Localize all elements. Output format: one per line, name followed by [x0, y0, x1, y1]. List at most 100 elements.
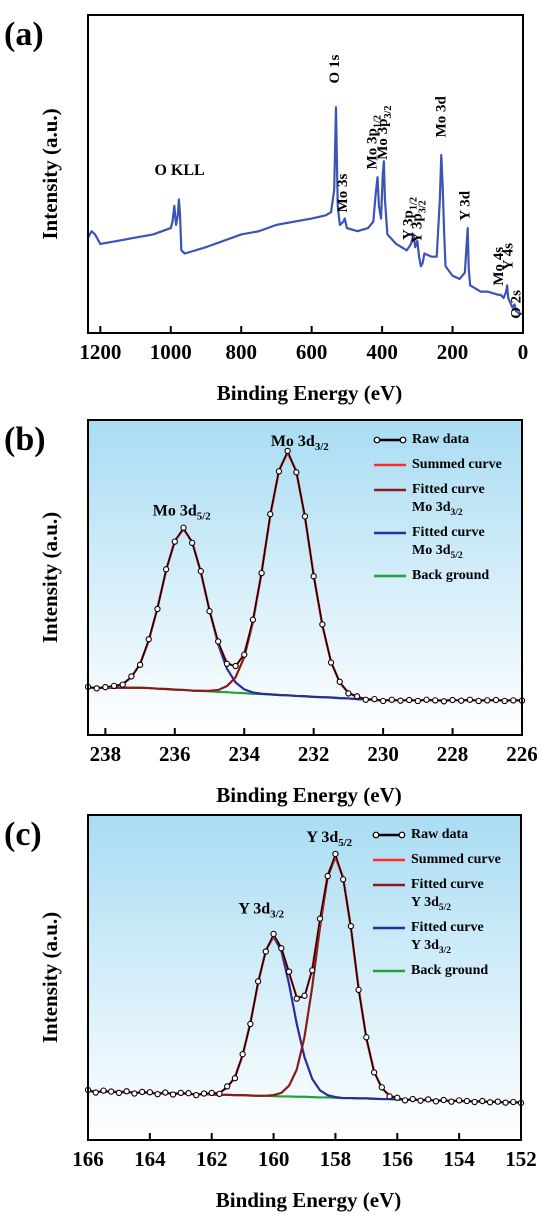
- data-point: [440, 698, 448, 705]
- x-tick-label: 234: [228, 742, 260, 766]
- data-point: [180, 524, 187, 531]
- data-point: [388, 696, 395, 703]
- y-axis-label: Intensity (a.u.): [38, 108, 62, 239]
- legend-label-line2: Y 3d5/2: [411, 895, 451, 913]
- data-point: [510, 697, 517, 704]
- data-point: [249, 616, 257, 623]
- data-point: [386, 1093, 393, 1100]
- legend-label: Raw data: [412, 432, 469, 447]
- annotation-sub: 3/2: [270, 908, 284, 920]
- data-point: [492, 696, 500, 704]
- x-tick-label: 228: [437, 742, 469, 766]
- x-tick-label: 154: [443, 1147, 475, 1171]
- data-point: [154, 605, 161, 613]
- annotation-sub: 1/2: [409, 197, 420, 210]
- data-point: [247, 1020, 254, 1028]
- data-point: [301, 513, 309, 520]
- data-point: [110, 682, 118, 690]
- annotation: Mo 3d: [434, 95, 450, 137]
- data-point: [423, 696, 430, 703]
- data-point: [162, 566, 170, 573]
- annotation-sub: 5/2: [338, 836, 352, 848]
- legend-label-line2-text: Mo 3d: [412, 500, 451, 515]
- data-point: [432, 697, 439, 704]
- series-line: [87, 106, 523, 316]
- annotation-sub: 1/2: [373, 115, 384, 128]
- data-point: [362, 696, 369, 703]
- annotation-text: Y 3p: [401, 210, 417, 240]
- legend-label-line2-sub: 5/2: [439, 903, 451, 913]
- data-point: [484, 697, 491, 704]
- legend-label-line2-sub: 3/2: [451, 508, 463, 518]
- data-point: [239, 1051, 246, 1058]
- plot-area: [88, 420, 522, 735]
- data-point: [171, 538, 178, 545]
- x-tick-label: 156: [382, 1147, 414, 1171]
- data-point: [355, 986, 362, 993]
- data-point: [309, 967, 316, 974]
- data-point: [216, 1090, 223, 1097]
- annotation-sub: 3/2: [418, 200, 429, 213]
- legend-label: Raw data: [411, 827, 468, 842]
- legend-label-line2: Mo 3d5/2: [412, 543, 463, 561]
- data-point: [267, 511, 274, 518]
- data-point: [293, 995, 300, 1002]
- data-point: [189, 539, 196, 546]
- annotation-text: O KLL: [154, 161, 204, 178]
- plot-area: [88, 15, 523, 333]
- annotation: Y 3p3/2: [410, 200, 429, 243]
- data-point: [316, 915, 324, 922]
- legend-label: Fitted curve: [412, 482, 485, 497]
- annotation: Mo 3p3/2: [375, 106, 394, 160]
- annotation-text: Mo 3s: [336, 174, 352, 213]
- data-point: [208, 1089, 215, 1097]
- legend-marker: [398, 831, 406, 839]
- data-point: [363, 1034, 370, 1041]
- data-point: [347, 923, 355, 930]
- data-point: [340, 876, 347, 883]
- y-axis-label: Intensity (a.u.): [38, 512, 62, 643]
- data-point: [102, 683, 109, 691]
- x-tick-label: 1000: [150, 340, 192, 364]
- data-point: [241, 651, 248, 658]
- data-point: [197, 568, 204, 575]
- data-point: [232, 662, 239, 670]
- data-point: [401, 1097, 409, 1104]
- data-point: [293, 469, 300, 476]
- data-point: [162, 1089, 169, 1096]
- data-point: [448, 1098, 455, 1105]
- legend-label-line2: Mo 3d3/2: [412, 500, 463, 518]
- annotation: Y 4s: [501, 243, 517, 271]
- plot-frame: [87, 14, 524, 334]
- data-point: [284, 447, 291, 455]
- annotation-text: Y 3d: [306, 828, 338, 845]
- legend-label: Summed curve: [411, 852, 501, 867]
- data-point: [278, 945, 285, 952]
- panel-label: (b): [4, 421, 46, 458]
- panel-label: (c): [4, 816, 42, 853]
- x-axis-label: Binding Energy (eV): [217, 381, 403, 405]
- legend-label: Back ground: [411, 963, 488, 978]
- x-tick-label: 0: [518, 340, 529, 364]
- data-point: [275, 468, 283, 475]
- annotation: O 1s: [327, 55, 343, 84]
- annotation-text: Mo 3d: [434, 95, 450, 137]
- data-point: [378, 1084, 385, 1091]
- annotation: Y 3p1/2: [401, 197, 420, 240]
- x-tick-label: 1200: [79, 340, 121, 364]
- data-point: [336, 678, 343, 685]
- data-point: [417, 1097, 424, 1104]
- panel-label: (a): [4, 16, 44, 53]
- data-point: [154, 1091, 161, 1098]
- data-point: [138, 1088, 146, 1096]
- data-point: [353, 693, 361, 700]
- data-point: [379, 697, 387, 705]
- annotation-text: O 2s: [509, 290, 525, 319]
- annotation: Mo 3d3/2: [271, 433, 329, 453]
- x-tick-label: 200: [437, 340, 469, 364]
- data-point: [270, 930, 277, 938]
- data-point: [193, 1092, 200, 1099]
- data-point: [206, 608, 213, 615]
- data-point: [108, 1088, 115, 1095]
- data-point: [215, 638, 222, 645]
